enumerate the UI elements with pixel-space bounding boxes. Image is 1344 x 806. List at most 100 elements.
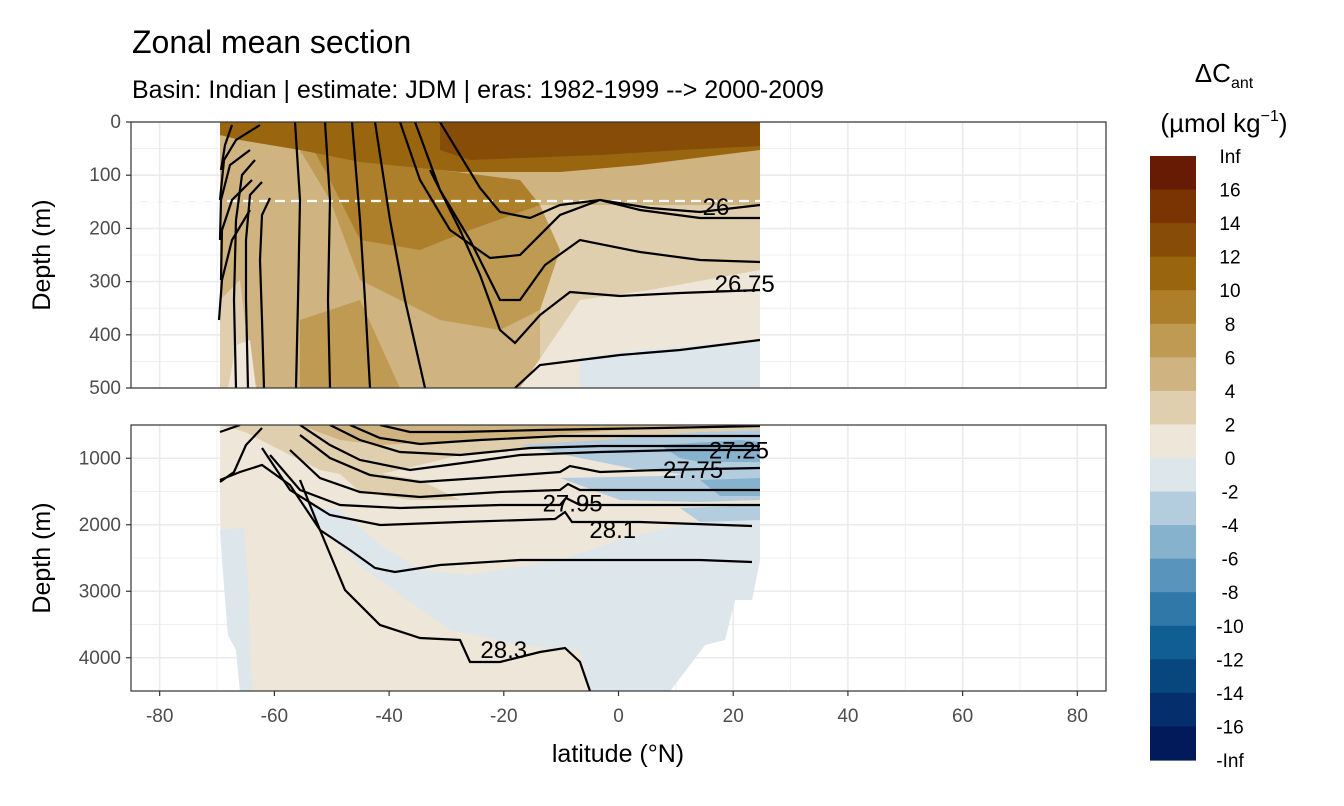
legend-label: -4 [1222, 516, 1239, 537]
legend-unit: (µmol kg−1) [1160, 108, 1287, 138]
y-tick-label: 300 [89, 272, 121, 293]
legend-swatch [1150, 726, 1196, 761]
legend-label: -12 [1216, 650, 1243, 671]
legend-swatch [1150, 625, 1196, 660]
lower-panel: 1000 2000 3000 4000 -80 -60 -40 -20 0 20 40 60 80 [79, 424, 1107, 727]
y-tick-label: 500 [89, 378, 121, 399]
legend-label: 8 [1225, 315, 1236, 336]
legend-title: ΔCant [1195, 58, 1254, 92]
x-axis-title: latitude (°N) [552, 740, 684, 768]
legend-labels: Inf 16 14 12 10 8 6 4 2 0 -2 -4 -6 -8 -10 -12 -14 -16 -Inf [1216, 147, 1244, 772]
contour-line [289, 449, 760, 499]
x-tick-label: 80 [1067, 706, 1088, 727]
x-axis: -80 -60 -40 -20 0 20 40 60 80 [146, 691, 1088, 727]
legend-swatch [1150, 424, 1196, 459]
contour-line [219, 463, 753, 574]
lower-contours [219, 425, 761, 691]
contour-line [350, 122, 372, 388]
legend-swatch [1150, 592, 1196, 627]
contour-line [258, 197, 271, 388]
contour-line [244, 181, 263, 388]
contour-label: 28.1 [589, 517, 636, 544]
legend-swatch [1150, 357, 1196, 392]
legend: ΔCant (µmol kg−1) Inf 16 14 12 10 8 6 4 2 0 -2 -4 -6… [1150, 58, 1288, 772]
contour-line [293, 122, 302, 388]
legend-label: -6 [1222, 550, 1239, 571]
x-tick-label: 20 [723, 706, 744, 727]
contour-line [269, 454, 760, 510]
chart-title: Zonal mean section [132, 24, 412, 60]
contour-label: 28.3 [480, 637, 527, 664]
y-axis-title-lower: Depth (m) [28, 502, 56, 613]
contour-line [218, 124, 261, 201]
upper-contours [217, 122, 761, 388]
y-tick-label: 0 [110, 112, 121, 133]
contour-line [413, 122, 761, 302]
x-tick-label: 40 [837, 706, 858, 727]
upper-panel: 0 100 200 300 400 500 [89, 112, 1107, 399]
contour-label: 26 [703, 194, 730, 221]
contour-line [439, 122, 760, 220]
upper-y-axis: 0 100 200 300 400 500 [89, 112, 131, 399]
legend-swatch [1150, 189, 1196, 224]
contour-line [379, 425, 761, 434]
x-tick-label: -40 [375, 706, 402, 727]
legend-label: 12 [1219, 248, 1240, 269]
contour-line [217, 209, 251, 321]
legend-swatch [1150, 558, 1196, 593]
y-axis-title-upper: Depth (m) [28, 199, 56, 310]
contour-line [298, 479, 592, 691]
contour-line [398, 122, 761, 260]
contour-line [373, 122, 427, 388]
y-tick-label: 100 [89, 165, 121, 186]
legend-swatch [1150, 323, 1196, 358]
contour-line [219, 179, 253, 281]
contour-line [299, 434, 761, 484]
legend-label: 10 [1219, 281, 1240, 302]
upper-panel-fill [220, 122, 760, 388]
contour-line [299, 425, 760, 472]
contour-label: 26.75 [715, 271, 775, 298]
legend-label: 4 [1225, 382, 1236, 403]
contour-line [232, 159, 256, 388]
y-tick-label: 400 [89, 325, 121, 346]
legend-label: -10 [1216, 617, 1243, 638]
x-tick-label: -80 [146, 706, 173, 727]
legend-label: -2 [1222, 483, 1239, 504]
x-tick-label: 0 [613, 706, 624, 727]
y-tick-label: 200 [89, 218, 121, 239]
legend-swatch [1150, 491, 1196, 526]
y-tick-label: 4000 [79, 648, 121, 669]
legend-label: -Inf [1216, 751, 1244, 772]
legend-label: 2 [1225, 415, 1236, 436]
legend-label: 16 [1219, 181, 1240, 202]
legend-label: 14 [1219, 214, 1241, 235]
contour-label: 27.95 [543, 490, 603, 517]
contour-line [219, 124, 234, 171]
legend-label: 6 [1225, 348, 1236, 369]
y-tick-label: 3000 [79, 581, 121, 602]
contour-label: 27.25 [709, 437, 769, 464]
contour-line [219, 425, 241, 434]
legend-label: 0 [1225, 449, 1236, 470]
contour-line [514, 338, 761, 388]
legend-swatch [1150, 458, 1196, 493]
legend-label: -8 [1222, 583, 1239, 604]
legend-swatch [1150, 223, 1196, 258]
x-tick-label: -60 [261, 706, 288, 727]
x-tick-label: -20 [490, 706, 517, 727]
legend-colorbar [1150, 156, 1196, 761]
x-tick-label: 60 [952, 706, 973, 727]
lower-y-axis: 1000 2000 3000 4000 [79, 448, 131, 669]
legend-swatch [1150, 692, 1196, 728]
contour-label: 27.75 [663, 457, 723, 484]
contour-line [323, 122, 332, 388]
legend-swatch [1150, 256, 1196, 291]
legend-swatch [1150, 290, 1196, 325]
contour-line [218, 149, 251, 241]
legend-swatch [1150, 525, 1196, 560]
legend-swatch [1150, 156, 1196, 191]
legend-label: Inf [1219, 147, 1241, 168]
y-tick-label: 2000 [79, 515, 121, 536]
